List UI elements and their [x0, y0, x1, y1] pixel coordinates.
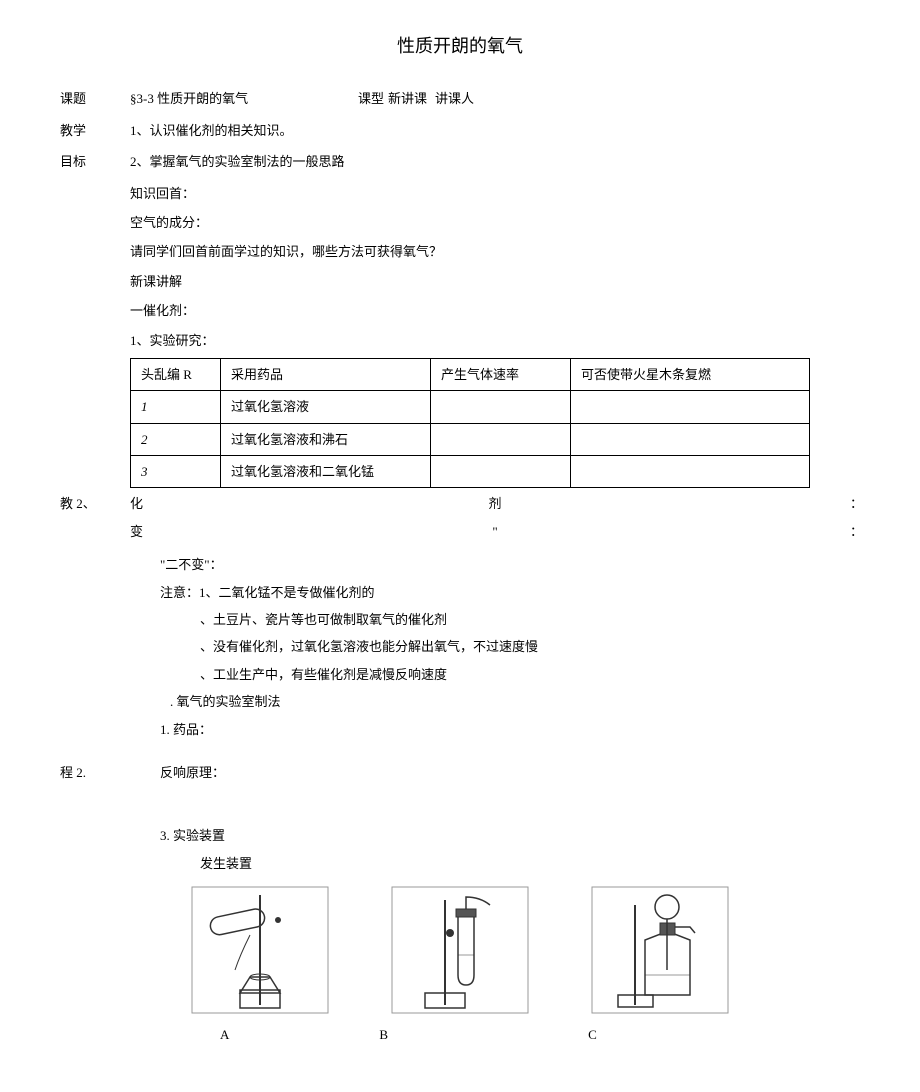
apparatus-a [190, 885, 330, 1015]
note-4: 、工业生产中，有些催化剂是减慢反响速度 [200, 663, 860, 686]
goal-1: 1、认识催化剂的相关知识。 [130, 119, 860, 142]
quote-char: " [140, 520, 850, 543]
td-r3c3 [431, 456, 571, 488]
label-c: C [588, 1023, 597, 1046]
apparatus-c [590, 885, 730, 1015]
side-jiao: 教 2、 [60, 492, 130, 515]
td-r1c1: 1 [131, 391, 221, 423]
page-title: 性质开朗的氧气 [60, 30, 860, 62]
note-line-1: 注意：1、二氧化锰不是专做催化剂的 [160, 581, 860, 604]
td-r2c3 [431, 423, 571, 455]
apparatus-c-svg [590, 885, 730, 1015]
goal-label-1: 教学 [60, 119, 130, 142]
review-heading: 知识回首： [130, 182, 860, 205]
label-b: B [379, 1023, 388, 1046]
goal-row-1: 教学 1、认识催化剂的相关知识。 [60, 119, 860, 142]
principle-label: 反响原理： [160, 761, 225, 784]
catalyst-def-row-2: 变 " ： [60, 520, 860, 543]
table-row: 2 过氧化氢溶液和沸石 [131, 423, 810, 455]
exp-study: 1、实验研究： [130, 329, 860, 352]
td-r1c2: 过氧化氢溶液 [221, 391, 431, 423]
td-r1c4 [571, 391, 810, 423]
td-r3c4 [571, 456, 810, 488]
lecturer-label: 讲课人 [435, 87, 474, 110]
two-unchanged: "二不变"： [160, 553, 860, 576]
table-row: 3 过氧化氢溶液和二氧化锰 [131, 456, 810, 488]
label-a: A [220, 1023, 229, 1046]
topic-row: 课题 §3-3 性质开朗的氧气 课型 新讲课 讲课人 [60, 87, 860, 110]
th-4: 可否使带火星木条复燃 [571, 358, 810, 390]
note-label: 注意： [160, 585, 199, 600]
type-label: 课型 [358, 87, 384, 110]
td-r1c3 [431, 391, 571, 423]
hua-char: 化 [130, 492, 140, 515]
apparatus-b-svg [390, 885, 530, 1015]
td-r3c1: 3 [131, 456, 221, 488]
colon-1: ： [850, 492, 860, 515]
note-3: 、没有催化剂，过氧化氢溶液也能分解出氧气，不过速度慢 [200, 635, 860, 658]
note-2: 、土豆片、瓷片等也可做制取氧气的催化剂 [200, 608, 860, 631]
td-r3c2: 过氧化氢溶液和二氧化锰 [221, 456, 431, 488]
goal-label-2: 目标 [60, 150, 130, 173]
td-r2c4 [571, 423, 810, 455]
th-3: 产生气体速率 [431, 358, 571, 390]
th-2: 采用药品 [221, 358, 431, 390]
review-question: 请同学们回首前面学过的知识，哪些方法可获得氧气？ [130, 240, 860, 263]
catalyst-def-row-1: 教 2、 化 剂 ： [60, 492, 860, 515]
experiment-table: 头乱编 R 采用药品 产生气体速率 可否使带火星木条复燃 1 过氧化氢溶液 2 … [130, 358, 810, 489]
side-cheng: 程 2. [60, 761, 130, 784]
bian-char: 变 [130, 520, 140, 543]
topic-label: 课题 [60, 87, 130, 110]
table-row: 1 过氧化氢溶液 [131, 391, 810, 423]
td-r2c1: 2 [131, 423, 221, 455]
apparatus-labels: A B C [220, 1023, 860, 1046]
drug-label: 1. 药品： [160, 718, 860, 741]
topic-value: §3-3 性质开朗的氧气 [130, 87, 350, 110]
goal-2: 2、掌握氧气的实验室制法的一般思路 [130, 150, 860, 173]
catalyst-heading: 一催化剂： [130, 299, 860, 322]
apparatus-a-svg [190, 885, 330, 1015]
td-r2c2: 过氧化氢溶液和沸石 [221, 423, 431, 455]
lab-method: . 氧气的实验室制法 [170, 690, 860, 713]
ji-char: 剂 [140, 492, 850, 515]
note-1: 1、二氧化锰不是专做催化剂的 [199, 585, 375, 600]
air-components: 空气的成分： [130, 211, 860, 234]
apparatus-b [390, 885, 530, 1015]
generator-label: 发生装置 [200, 852, 860, 875]
th-1: 头乱编 R [131, 358, 221, 390]
apparatus-images [190, 885, 860, 1015]
principle-row: 程 2. 反响原理： [60, 761, 860, 784]
type-value: 新讲课 [388, 87, 427, 110]
apparatus-label: 3. 实验装置 [160, 824, 860, 847]
table-header-row: 头乱编 R 采用药品 产生气体速率 可否使带火星木条复燃 [131, 358, 810, 390]
goal-row-2: 目标 2、掌握氧气的实验室制法的一般思路 [60, 150, 860, 173]
new-lesson: 新课讲解 [130, 270, 860, 293]
colon-2: ： [850, 520, 860, 543]
